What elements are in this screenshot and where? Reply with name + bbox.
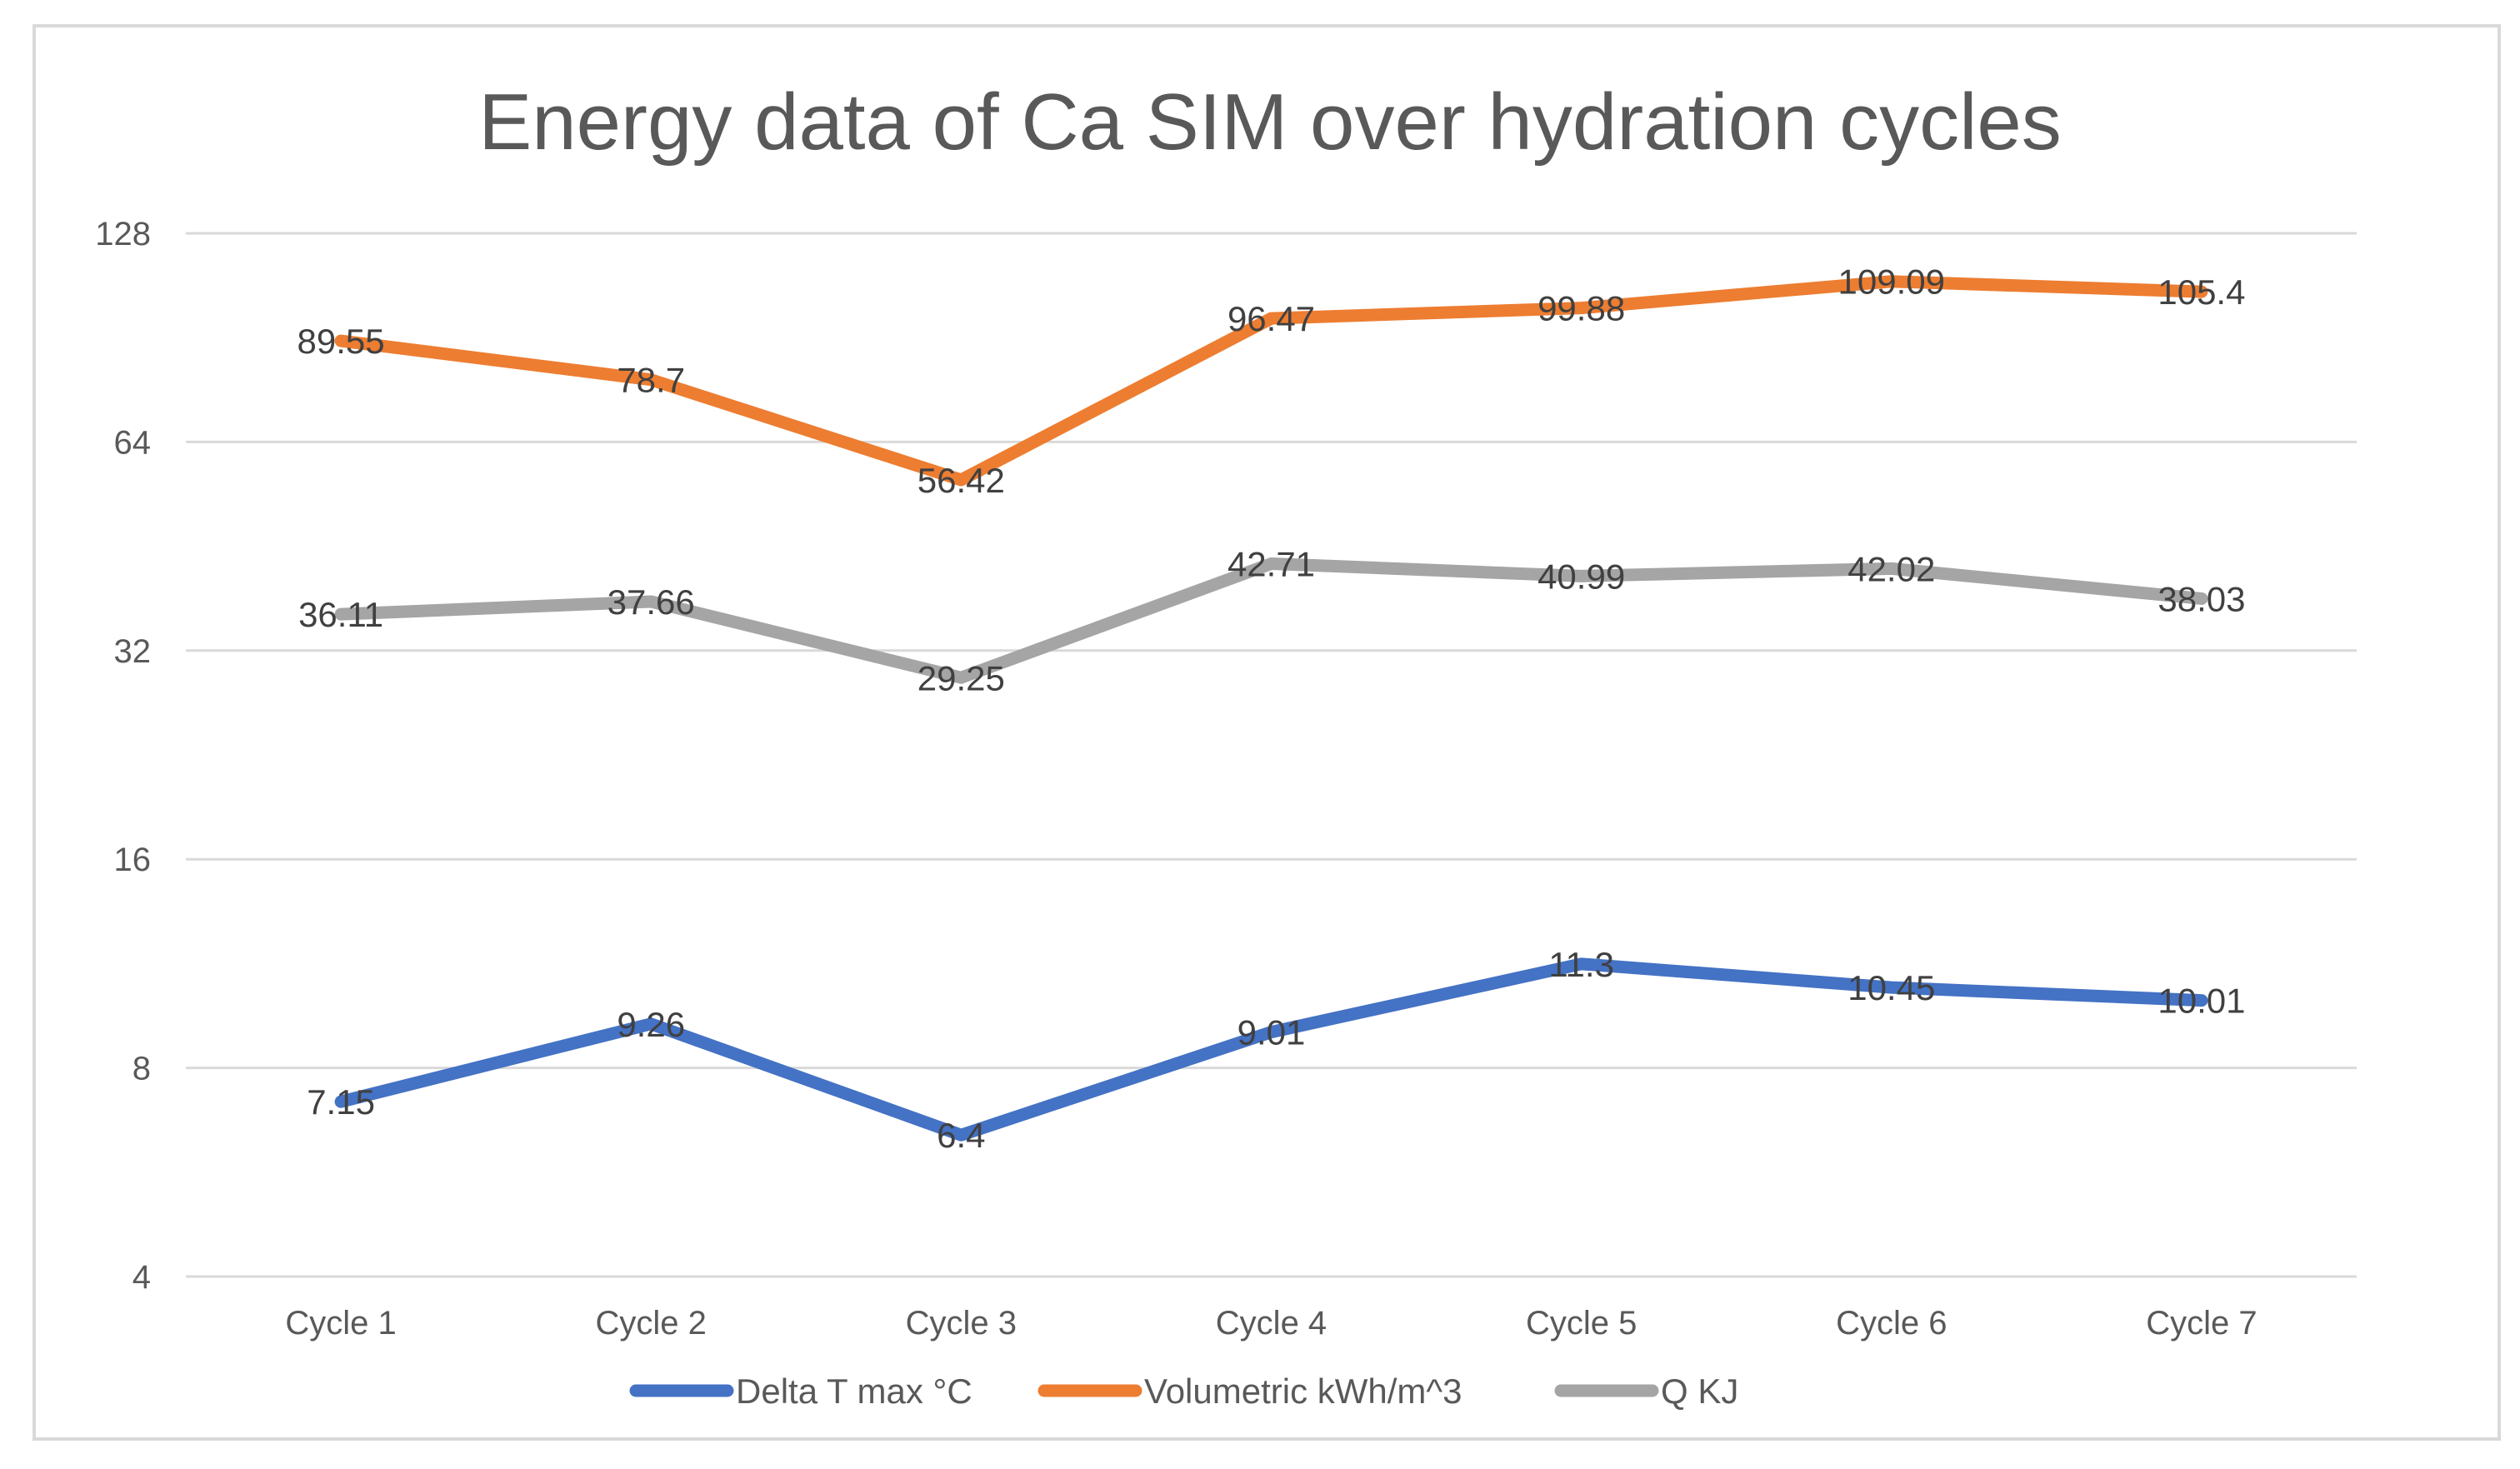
y-tick-label: 128 bbox=[95, 216, 151, 252]
data-point bbox=[960, 677, 962, 679]
data-label: 10.01 bbox=[2158, 982, 2245, 1021]
data-label: 7.15 bbox=[307, 1082, 375, 1122]
x-tick-label: Cycle 6 bbox=[1836, 1305, 1947, 1342]
x-tick-label: Cycle 4 bbox=[1216, 1305, 1327, 1342]
data-point bbox=[1890, 567, 1892, 570]
data-point bbox=[1270, 317, 1272, 320]
data-label: 105.4 bbox=[2158, 272, 2245, 312]
data-labels: 7.15 9.26 6.4 9.01 11.3 10.45 10.01 89.55 78.7 56… bbox=[298, 262, 2246, 1155]
data-label: 42.71 bbox=[1228, 545, 1315, 584]
data-label: 10.45 bbox=[1848, 968, 1935, 1007]
data-point bbox=[340, 340, 342, 342]
data-point bbox=[1270, 1031, 1272, 1033]
data-label: 89.55 bbox=[298, 322, 385, 361]
data-point bbox=[340, 1101, 342, 1103]
data-label: 56.42 bbox=[918, 461, 1005, 500]
data-label: 11.3 bbox=[1548, 945, 1614, 984]
x-axis-ticks: Cycle 1 Cycle 2 Cycle 3 Cycle 4 Cycle 5 Cycle… bbox=[285, 1305, 2257, 1342]
legend[interactable]: Delta T max °C Volumetric kWh/m^3 Q KJ bbox=[629, 1372, 1738, 1411]
data-label: 109.09 bbox=[1838, 262, 1945, 302]
data-label: 78.7 bbox=[617, 361, 685, 400]
y-tick-label: 8 bbox=[132, 1051, 151, 1087]
x-tick-label: Cycle 3 bbox=[906, 1305, 1017, 1342]
x-tick-label: Cycle 1 bbox=[285, 1305, 396, 1342]
data-point bbox=[2200, 291, 2202, 293]
x-tick-label: Cycle 2 bbox=[596, 1305, 707, 1342]
data-label: 6.4 bbox=[937, 1116, 985, 1155]
data-point bbox=[2200, 999, 2202, 1002]
legend-label: Volumetric kWh/m^3 bbox=[1144, 1372, 1462, 1411]
data-point bbox=[650, 378, 652, 381]
data-point bbox=[650, 600, 652, 602]
chart-title: Energy data of Ca SIM over hydration cyc… bbox=[478, 77, 2062, 167]
data-point bbox=[1890, 280, 1892, 282]
data-point bbox=[1580, 575, 1582, 577]
data-point bbox=[650, 1022, 652, 1025]
data-label: 99.88 bbox=[1538, 289, 1625, 328]
y-tick-label: 64 bbox=[114, 424, 152, 461]
data-label: 29.25 bbox=[918, 658, 1005, 697]
data-label: 9.01 bbox=[1238, 1013, 1306, 1052]
data-point bbox=[340, 613, 342, 616]
chart-frame: Energy data of Ca SIM over hydration cyc… bbox=[32, 24, 2501, 1441]
data-point bbox=[2200, 597, 2202, 600]
data-point bbox=[1890, 987, 1892, 989]
y-tick-label: 16 bbox=[114, 842, 152, 878]
data-label: 38.03 bbox=[2158, 579, 2245, 618]
data-point bbox=[1270, 562, 1272, 565]
legend-label: Delta T max °C bbox=[736, 1372, 972, 1411]
line-chart: Energy data of Ca SIM over hydration cyc… bbox=[95, 77, 2357, 1411]
x-tick-label: Cycle 5 bbox=[1526, 1305, 1637, 1342]
data-point bbox=[1580, 307, 1582, 309]
data-label: 96.47 bbox=[1228, 299, 1315, 338]
data-label: 42.02 bbox=[1848, 549, 1935, 588]
data-label: 36.11 bbox=[298, 595, 383, 634]
data-point bbox=[960, 1134, 962, 1137]
legend-label: Q KJ bbox=[1661, 1372, 1738, 1411]
data-point bbox=[960, 478, 962, 481]
data-label: 40.99 bbox=[1538, 557, 1625, 596]
y-tick-label: 4 bbox=[132, 1259, 151, 1296]
series-lines bbox=[334, 275, 2208, 1142]
data-point bbox=[1580, 962, 1582, 965]
y-tick-label: 32 bbox=[114, 633, 152, 670]
gridlines bbox=[186, 232, 2357, 1278]
y-axis-ticks: 4 8 16 32 64 128 bbox=[95, 216, 151, 1296]
data-label: 37.66 bbox=[608, 582, 695, 622]
data-label: 9.26 bbox=[617, 1005, 685, 1044]
x-tick-label: Cycle 7 bbox=[2146, 1305, 2257, 1342]
